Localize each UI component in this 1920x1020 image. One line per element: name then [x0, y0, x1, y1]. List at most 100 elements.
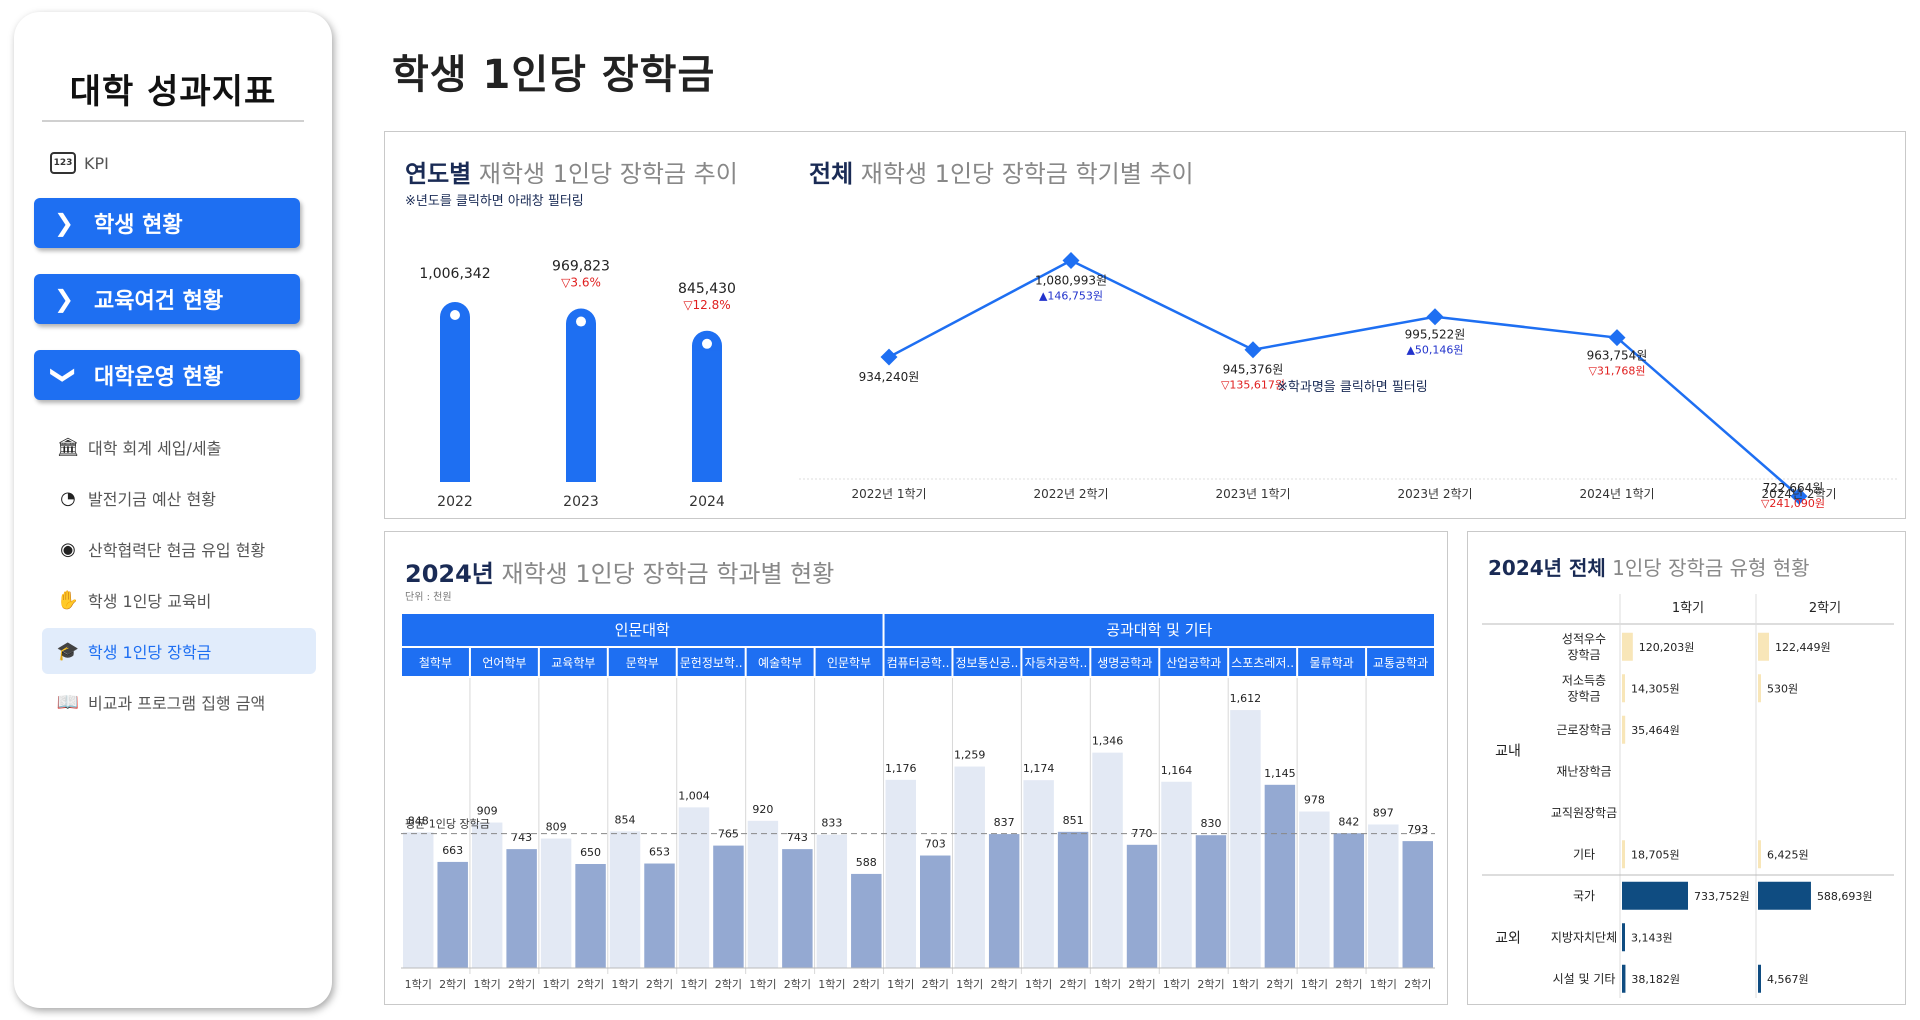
- sidebar-item-extracurricular[interactable]: 📖 비교과 프로그램 집행 금액: [42, 679, 316, 725]
- department-header[interactable]: [1022, 648, 1090, 676]
- department-value-label: 743: [787, 831, 808, 844]
- department-bar[interactable]: [678, 807, 710, 968]
- department-label[interactable]: 언어학부: [482, 656, 526, 670]
- department-label[interactable]: 교통공학과: [1373, 656, 1428, 670]
- department-bar[interactable]: [403, 832, 434, 968]
- department-label[interactable]: 예술학부: [758, 656, 802, 670]
- department-bar[interactable]: [506, 849, 537, 968]
- department-header[interactable]: [746, 648, 814, 676]
- department-bar[interactable]: [1057, 831, 1089, 968]
- department-bar[interactable]: [988, 834, 1020, 968]
- sidebar-item-label: 대학 회계 세입/세출: [88, 439, 222, 458]
- department-label[interactable]: 자동차공학..: [1024, 656, 1087, 670]
- department-header[interactable]: [470, 648, 538, 676]
- department-value-label: 920: [752, 803, 773, 816]
- semester-point[interactable]: [1244, 341, 1262, 359]
- department-header[interactable]: [402, 648, 469, 676]
- department-bar[interactable]: [920, 855, 951, 968]
- kpi-link[interactable]: 123 KPI: [50, 152, 109, 174]
- department-bar[interactable]: [540, 838, 572, 968]
- nav-operation-status-button[interactable]: ❯ 대학운영 현황: [34, 350, 300, 400]
- department-label[interactable]: 산업공학과: [1166, 656, 1221, 670]
- department-header[interactable]: [608, 648, 676, 676]
- year-bar-dot: [450, 310, 460, 320]
- type-value-label: 530원: [1767, 682, 1798, 695]
- department-bar[interactable]: [1230, 710, 1261, 968]
- department-label[interactable]: 문헌정보학..: [680, 656, 743, 670]
- department-header[interactable]: [1160, 648, 1228, 676]
- semester-tick-label: 2학기: [646, 978, 673, 991]
- department-header[interactable]: [815, 648, 883, 676]
- year-category-label[interactable]: 2023: [563, 494, 599, 510]
- department-bar[interactable]: [885, 779, 916, 968]
- department-bar[interactable]: [713, 845, 744, 968]
- department-bar[interactable]: [1402, 841, 1433, 968]
- type-row-label: 근로장학금: [1556, 723, 1611, 737]
- department-bar[interactable]: [1161, 781, 1192, 968]
- sidebar-item-education-cost[interactable]: ✋ 학생 1인당 교육비: [42, 577, 316, 623]
- department-bar[interactable]: [471, 822, 503, 968]
- semester-point[interactable]: [1062, 252, 1080, 269]
- sidebar-item-industry-cash[interactable]: ◉ 산학협력단 현금 유입 현황: [42, 526, 316, 572]
- department-label[interactable]: 물류학과: [1310, 656, 1354, 670]
- department-header[interactable]: [1091, 648, 1159, 676]
- department-bar[interactable]: [747, 820, 779, 968]
- department-header[interactable]: [1298, 648, 1366, 676]
- department-bar[interactable]: [954, 766, 985, 968]
- department-bar[interactable]: [644, 863, 675, 968]
- department-value-label: 848: [408, 814, 429, 827]
- department-header[interactable]: [884, 648, 952, 676]
- department-label[interactable]: 교육학부: [551, 656, 595, 670]
- type-row-label: 교직원장학금: [1551, 806, 1617, 820]
- nav-student-status-button[interactable]: ❯ 학생 현황: [34, 198, 300, 248]
- department-label[interactable]: 문학부: [626, 656, 659, 670]
- year-category-label[interactable]: 2024: [689, 494, 725, 510]
- nav-education-status-button[interactable]: ❯ 교육여건 현황: [34, 274, 300, 324]
- department-header[interactable]: [539, 648, 607, 676]
- department-bar[interactable]: [1092, 752, 1123, 968]
- department-label[interactable]: 철학부: [419, 656, 452, 670]
- department-bar[interactable]: [1299, 811, 1330, 968]
- type-bar: [1622, 632, 1633, 661]
- department-header[interactable]: [1229, 648, 1297, 676]
- department-bar[interactable]: [1023, 780, 1054, 968]
- department-label[interactable]: 정보통신공..: [956, 656, 1019, 670]
- department-bar[interactable]: [1126, 844, 1158, 968]
- department-bar[interactable]: [575, 864, 606, 968]
- semester-line-chart[interactable]: 934,240원 2022년 1학기 1,080,993원 ▲146,753원 2022…: [799, 192, 1899, 514]
- department-bar[interactable]: [1333, 833, 1365, 968]
- sidebar-item-scholarship[interactable]: 🎓 학생 1인당 장학금: [42, 628, 316, 674]
- department-header[interactable]: [953, 648, 1021, 676]
- department-label[interactable]: 스포츠레저..: [1231, 656, 1294, 670]
- yearly-bar-chart[interactable]: 1,006,342 2022 969,823▽3.6% 2023 845,430▽12.…: [405, 222, 775, 522]
- department-bar[interactable]: [437, 861, 468, 968]
- type-group-label: 교외: [1495, 930, 1521, 946]
- chevron-right-icon: ❯: [54, 285, 75, 313]
- department-bar[interactable]: [1368, 824, 1399, 968]
- semester-change-label: ▲50,146원: [1406, 344, 1463, 357]
- year-category-label[interactable]: 2022: [437, 494, 473, 510]
- sidebar-item-accounting[interactable]: 🏛 대학 회계 세입/세출: [42, 424, 316, 470]
- department-bar[interactable]: [609, 831, 641, 968]
- department-bar[interactable]: [851, 873, 882, 968]
- department-bar[interactable]: [1264, 784, 1296, 968]
- department-title-bold: 2024년: [405, 560, 494, 588]
- semester-point[interactable]: [1426, 308, 1444, 326]
- semester-point[interactable]: [880, 348, 898, 366]
- department-header[interactable]: [1367, 648, 1434, 676]
- department-label[interactable]: 생명공학과: [1097, 656, 1152, 670]
- department-value-label: 588: [856, 856, 877, 869]
- department-label[interactable]: 컴퓨터공학..: [887, 656, 950, 670]
- department-header[interactable]: [677, 648, 745, 676]
- sidebar-item-label: 발전기금 예산 현황: [88, 490, 216, 509]
- type-value-label: 35,464원: [1631, 724, 1680, 737]
- column-header-1: 1학기: [1672, 601, 1704, 616]
- type-value-label: 18,705원: [1631, 848, 1680, 861]
- department-label[interactable]: 인문학부: [827, 656, 871, 670]
- sidebar-item-development-fund[interactable]: ◔ 발전기금 예산 현황: [42, 475, 316, 521]
- department-bar[interactable]: [782, 849, 813, 968]
- department-bar[interactable]: [1195, 835, 1227, 968]
- department-bar[interactable]: [816, 834, 848, 968]
- semester-change-label: ▽241,090원: [1761, 497, 1825, 510]
